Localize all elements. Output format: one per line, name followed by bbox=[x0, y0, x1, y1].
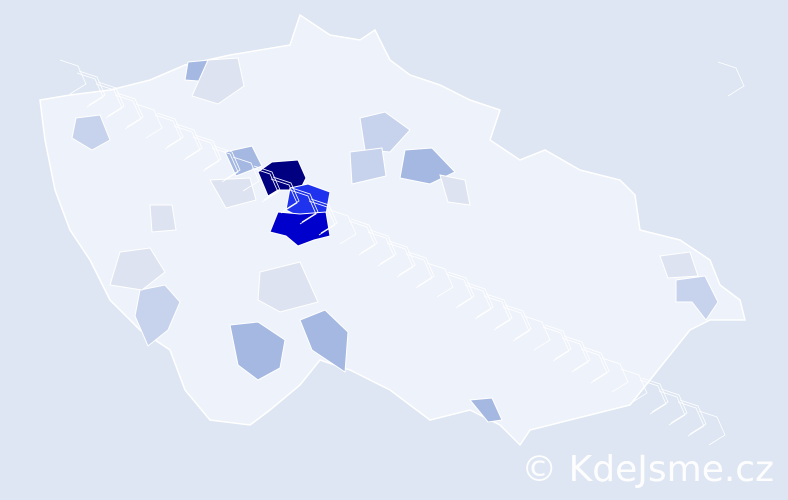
district-border bbox=[308, 200, 336, 236]
district-region-low bbox=[675, 275, 719, 321]
district-border bbox=[76, 72, 104, 108]
district-border bbox=[95, 83, 123, 119]
district-border bbox=[561, 337, 589, 373]
district-border bbox=[386, 242, 414, 278]
district-border bbox=[211, 147, 239, 183]
district-border bbox=[542, 326, 570, 362]
country-outline bbox=[39, 13, 746, 447]
district-border bbox=[639, 379, 667, 415]
district-region-low bbox=[359, 111, 411, 153]
district-region-low bbox=[134, 284, 181, 347]
district-region-lowest bbox=[257, 261, 319, 313]
district-border bbox=[407, 251, 435, 287]
district-region-lowest bbox=[439, 174, 471, 206]
district-border bbox=[154, 114, 182, 150]
district-border bbox=[114, 94, 142, 130]
district-border bbox=[679, 399, 707, 435]
district-border bbox=[251, 167, 279, 203]
district-region-medium bbox=[299, 309, 349, 373]
district-region-high bbox=[269, 211, 331, 247]
district-border bbox=[116, 92, 144, 128]
district-region-low bbox=[71, 114, 111, 151]
district-region-low bbox=[349, 147, 387, 185]
district-border bbox=[445, 273, 473, 309]
district-region-lowest bbox=[209, 177, 257, 209]
district-border bbox=[620, 368, 648, 404]
district-border bbox=[483, 295, 511, 331]
watermark: © KdeJsme.cz bbox=[521, 449, 774, 490]
district-border bbox=[367, 231, 395, 267]
district-border bbox=[502, 306, 530, 342]
district-border bbox=[426, 262, 454, 298]
district-border bbox=[504, 304, 532, 340]
district-region-lowest bbox=[109, 247, 166, 291]
district-border bbox=[310, 198, 338, 234]
district-border bbox=[658, 390, 686, 426]
district-border bbox=[677, 401, 705, 437]
district-border bbox=[59, 59, 87, 95]
district-region-lowest bbox=[659, 251, 699, 279]
district-border bbox=[580, 348, 608, 384]
district-border bbox=[601, 357, 629, 393]
district-border bbox=[289, 189, 317, 225]
district-region-lowest bbox=[149, 204, 177, 233]
district-border bbox=[270, 178, 298, 214]
district-border bbox=[717, 61, 745, 97]
district-border bbox=[173, 125, 201, 161]
district-region-medium bbox=[469, 397, 503, 423]
district-region-lowest bbox=[191, 57, 245, 105]
district-border bbox=[192, 136, 220, 172]
district-border bbox=[464, 284, 492, 320]
district-border bbox=[523, 315, 551, 351]
district-region-medium bbox=[229, 321, 286, 381]
district-border bbox=[329, 209, 357, 245]
district-border bbox=[698, 410, 726, 446]
district-border bbox=[348, 220, 376, 256]
district-border bbox=[135, 103, 163, 139]
district-border bbox=[213, 145, 241, 181]
district-border bbox=[582, 346, 610, 382]
district-border bbox=[232, 156, 260, 192]
district-border bbox=[405, 253, 433, 289]
